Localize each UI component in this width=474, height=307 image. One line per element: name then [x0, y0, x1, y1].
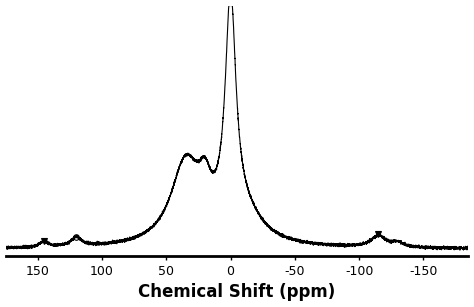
X-axis label: Chemical Shift (ppm): Chemical Shift (ppm) — [138, 283, 336, 301]
